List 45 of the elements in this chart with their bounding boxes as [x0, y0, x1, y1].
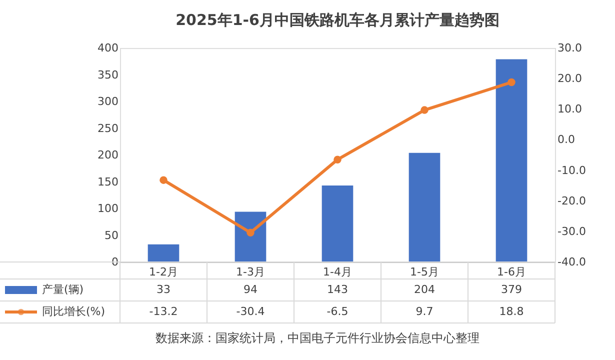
y2-tick-label: -30.0 — [558, 224, 586, 238]
legend-label: 同比增长(%) — [42, 305, 106, 318]
x-tick-label: 1-3月 — [236, 266, 265, 278]
data-label: 18.8 — [499, 305, 524, 318]
x-tick-label: 1-4月 — [323, 266, 352, 278]
data-label: -13.2 — [149, 305, 178, 318]
point — [160, 176, 168, 184]
y2-tick-label: 30.0 — [558, 42, 582, 54]
y2-tick-label: 0.0 — [558, 133, 575, 146]
y-tick-label: 400 — [98, 42, 118, 54]
y2-tick-label: -10.0 — [558, 164, 586, 177]
data-label: 33 — [156, 283, 170, 296]
y-tick-label: 200 — [98, 148, 118, 162]
bar — [148, 244, 180, 262]
source-note: 数据来源：国家统计局，中国电子元件行业协会信息中心整理 — [156, 331, 480, 345]
y2-tick-label: 10.0 — [558, 102, 582, 116]
bar — [322, 185, 354, 262]
data-label: 94 — [244, 283, 258, 296]
point — [334, 156, 342, 164]
x-tick-label: 1-2月 — [149, 266, 178, 278]
point — [246, 228, 254, 237]
point — [420, 106, 428, 114]
data-label: -30.4 — [236, 305, 265, 318]
y-tick-label: 150 — [98, 175, 118, 188]
data-label: 143 — [327, 283, 348, 296]
y2-tick-label: -40.0 — [558, 256, 586, 268]
bar — [234, 212, 266, 262]
y-tick-label: 50 — [104, 228, 118, 242]
bar — [408, 152, 440, 262]
y-tick-label: 300 — [98, 95, 118, 108]
data-label: 379 — [501, 283, 522, 296]
y2-tick-label: -20.0 — [558, 194, 586, 208]
y-tick-label: 100 — [98, 202, 118, 215]
chart-title: 2025年1-6月中国铁路机车各月累计产量趋势图 — [176, 11, 500, 29]
y-tick-label: 250 — [98, 122, 118, 135]
point — [508, 78, 516, 86]
bar — [496, 59, 528, 262]
legend-label: 产量(辆) — [42, 283, 84, 296]
x-tick-label: 1-5月 — [410, 266, 439, 278]
data-label: -6.5 — [326, 305, 348, 318]
data-label: 204 — [414, 283, 435, 296]
x-tick-label: 1-6月 — [497, 266, 526, 278]
y2-tick-label: 20.0 — [558, 72, 582, 86]
y-tick-label: 350 — [98, 68, 118, 82]
data-label: 9.7 — [416, 305, 434, 318]
